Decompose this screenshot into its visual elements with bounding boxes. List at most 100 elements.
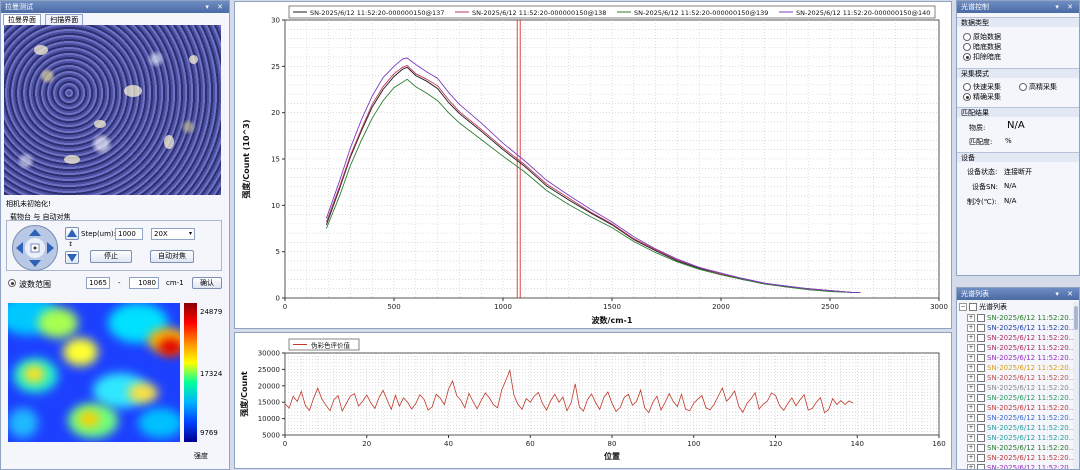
checkbox-icon[interactable] (977, 414, 985, 422)
expand-icon[interactable]: + (967, 464, 975, 470)
list-item-label: SN-2025/6/12 11:52:20... (987, 394, 1076, 402)
list-item[interactable]: + SN-2025/6/12 11:52:20... (967, 453, 1075, 463)
checkbox-icon[interactable] (977, 464, 985, 469)
list-item-label: SN-2025/6/12 11:52:20... (987, 454, 1076, 462)
list-item[interactable]: + SN-2025/6/12 11:52:20... (967, 363, 1075, 373)
step-input[interactable]: 1000 (115, 228, 143, 240)
list-item[interactable]: + SN-2025/6/12 11:52:20... (967, 343, 1075, 353)
panel-controls-icon[interactable]: ▾ ✕ (205, 3, 226, 11)
z-up-button[interactable] (65, 227, 79, 240)
collapse-icon[interactable]: − (959, 303, 967, 311)
expand-icon[interactable]: + (967, 424, 975, 432)
stop-button[interactable]: 停止 (90, 250, 132, 263)
data-type-option-1[interactable]: 暗底数据 (963, 42, 1001, 52)
y-tick-label: 5000 (262, 432, 280, 440)
list-item-label: SN-2025/6/12 11:52:20... (987, 384, 1076, 392)
checkbox-icon[interactable] (977, 394, 985, 402)
camera-panel-titlebar: 拉曼测试 ▾ ✕ (1, 1, 229, 13)
list-item-label: SN-2025/6/12 11:52:20... (987, 374, 1076, 382)
y-tick-label: 0 (276, 295, 280, 303)
acq-mode-option-1[interactable]: 高精采集 (1019, 82, 1057, 92)
expand-icon[interactable]: + (967, 384, 975, 392)
y-axis-label: 强度/Count (10^3) (241, 119, 251, 198)
list-item[interactable]: + SN-2025/6/12 11:52:20... (967, 353, 1075, 363)
y-tick-label: 25000 (258, 366, 280, 374)
expand-icon[interactable]: + (967, 444, 975, 452)
checkbox-icon[interactable] (977, 434, 985, 442)
y-tick-label: 30 (271, 17, 280, 25)
scrollbar[interactable] (1073, 302, 1079, 469)
x-tick-label: 160 (932, 440, 945, 448)
expand-icon[interactable]: + (967, 314, 975, 322)
x-axis-label: 位置 (604, 451, 620, 461)
expand-icon[interactable]: + (967, 394, 975, 402)
range-to-input[interactable]: 1080 (129, 277, 159, 289)
legend-label-0: SN-2025/6/12 11:52:20-000000150@137 (310, 9, 444, 17)
expand-icon[interactable]: + (967, 364, 975, 372)
expand-icon[interactable]: + (967, 374, 975, 382)
checkbox-icon[interactable] (977, 454, 985, 462)
spectrum-chart[interactable]: 0 500 1000 1500 2000 2500 3000 0 5 10 15 20 25 30 波数/c… (235, 2, 951, 328)
checkbox-icon[interactable] (969, 303, 977, 311)
expand-icon[interactable]: + (967, 354, 975, 362)
intensity-heatmap[interactable] (8, 303, 180, 442)
checkbox-icon[interactable] (977, 314, 985, 322)
camera-view[interactable] (4, 25, 221, 195)
list-item[interactable]: + SN-2025/6/12 11:52:20... (967, 413, 1075, 423)
expand-icon[interactable]: + (967, 404, 975, 412)
wavenumber-range-radio[interactable] (8, 279, 16, 287)
tab-scan[interactable]: 扫描界面 (45, 14, 84, 25)
confirm-button[interactable]: 确认 (192, 277, 222, 289)
range-from-input[interactable]: 1065 (86, 277, 110, 289)
expand-icon[interactable]: + (967, 434, 975, 442)
list-item[interactable]: + SN-2025/6/12 11:52:20... (967, 333, 1075, 343)
list-item[interactable]: + SN-2025/6/12 11:52:20... (967, 383, 1075, 393)
tree-root[interactable]: − 光谱列表 (959, 302, 1007, 312)
y-tick-label: 5 (276, 248, 280, 256)
list-item[interactable]: + SN-2025/6/12 11:52:20... (967, 323, 1075, 333)
list-item[interactable]: + SN-2025/6/12 11:52:20... (967, 423, 1075, 433)
list-item[interactable]: + SN-2025/6/12 11:52:20... (967, 433, 1075, 443)
list-item[interactable]: + SN-2025/6/12 11:52:20... (967, 463, 1075, 470)
checkbox-icon[interactable] (977, 384, 985, 392)
x-tick-label: 500 (387, 303, 400, 311)
stage-joystick[interactable] (12, 225, 58, 271)
checkbox-icon[interactable] (977, 334, 985, 342)
checkbox-icon[interactable] (977, 374, 985, 382)
autofocus-button[interactable]: 自动对焦 (150, 250, 194, 263)
panel-controls-icon[interactable]: ▾ ✕ (1055, 3, 1076, 11)
radio-icon (963, 53, 971, 61)
y-axis-label: 强度/Count (239, 371, 249, 417)
expand-icon[interactable]: + (967, 414, 975, 422)
expand-icon[interactable]: + (967, 454, 975, 462)
checkbox-icon[interactable] (977, 424, 985, 432)
expand-icon[interactable]: + (967, 324, 975, 332)
list-item[interactable]: + SN-2025/6/12 11:52:20... (967, 403, 1075, 413)
list-item[interactable]: + SN-2025/6/12 11:52:20... (967, 373, 1075, 383)
z-down-button[interactable] (65, 251, 79, 264)
data-type-option-2[interactable]: 扣除暗底 (963, 52, 1001, 62)
stage-group (6, 220, 222, 271)
checkbox-icon[interactable] (977, 344, 985, 352)
list-item[interactable]: + SN-2025/6/12 11:52:20... (967, 393, 1075, 403)
scrollbar-thumb[interactable] (1074, 306, 1078, 330)
checkbox-icon[interactable] (977, 364, 985, 372)
magnification-select[interactable]: 20X ▾ (151, 228, 195, 240)
list-item[interactable]: + SN-2025/6/12 11:52:20... (967, 313, 1075, 323)
acq-mode-option-0[interactable]: 快速采集 (963, 82, 1001, 92)
legend-label-0: 伪彩色评价值 (311, 341, 351, 350)
acq-mode-option-2[interactable]: 精确采集 (963, 92, 1001, 102)
checkbox-icon[interactable] (977, 324, 985, 332)
position-chart[interactable]: 0 20 40 60 80 100 120 140 160 5000 10000 15000 20000… (235, 333, 951, 468)
panel-controls-icon[interactable]: ▾ ✕ (1055, 290, 1076, 298)
expand-icon[interactable]: + (967, 344, 975, 352)
checkbox-icon[interactable] (977, 444, 985, 452)
expand-icon[interactable]: + (967, 334, 975, 342)
data-type-option-0[interactable]: 原始数据 (963, 32, 1001, 42)
list-item[interactable]: + SN-2025/6/12 11:52:20... (967, 443, 1075, 453)
series-line-0 (284, 368, 854, 414)
checkbox-icon[interactable] (977, 404, 985, 412)
x-tick-label: 1500 (603, 303, 621, 311)
checkbox-icon[interactable] (977, 354, 985, 362)
tab-raman[interactable]: 拉曼界面 (3, 14, 41, 25)
